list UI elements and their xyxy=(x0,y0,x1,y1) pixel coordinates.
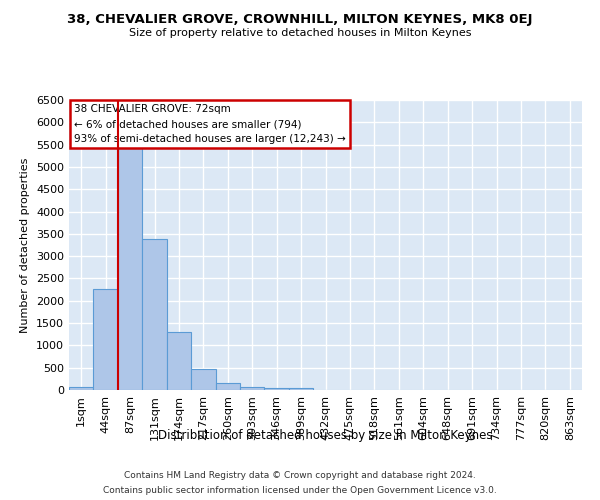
Bar xyxy=(240,386,265,390)
Bar xyxy=(191,369,215,390)
Text: Contains HM Land Registry data © Crown copyright and database right 2024.: Contains HM Land Registry data © Crown c… xyxy=(124,471,476,480)
Bar xyxy=(69,388,94,390)
Text: 38, CHEVALIER GROVE, CROWNHILL, MILTON KEYNES, MK8 0EJ: 38, CHEVALIER GROVE, CROWNHILL, MILTON K… xyxy=(67,12,533,26)
Y-axis label: Number of detached properties: Number of detached properties xyxy=(20,158,31,332)
Bar xyxy=(289,388,313,390)
Bar xyxy=(167,332,191,390)
Bar xyxy=(142,239,167,390)
Bar xyxy=(215,383,240,390)
Text: Contains public sector information licensed under the Open Government Licence v3: Contains public sector information licen… xyxy=(103,486,497,495)
Text: Size of property relative to detached houses in Milton Keynes: Size of property relative to detached ho… xyxy=(129,28,471,38)
Bar xyxy=(94,288,118,390)
Text: 38 CHEVALIER GROVE: 72sqm
← 6% of detached houses are smaller (794)
93% of semi-: 38 CHEVALIER GROVE: 72sqm ← 6% of detach… xyxy=(74,104,346,144)
Text: Distribution of detached houses by size in Milton Keynes: Distribution of detached houses by size … xyxy=(158,428,493,442)
Bar xyxy=(118,148,142,390)
Bar xyxy=(265,388,289,390)
